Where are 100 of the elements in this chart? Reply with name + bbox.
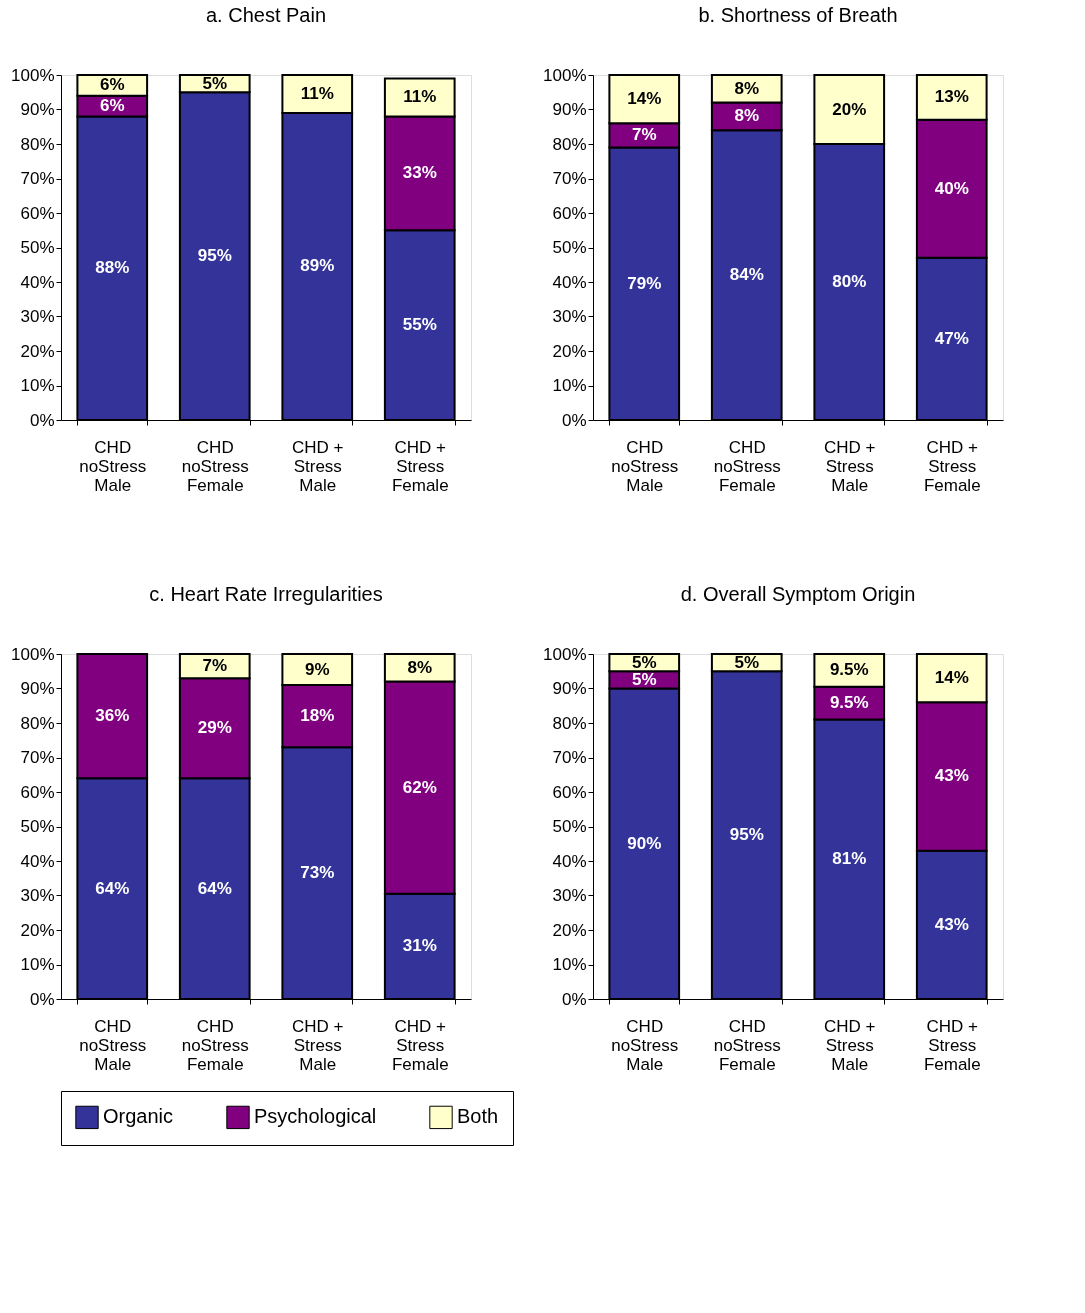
y-tick-label: 100% <box>543 65 587 85</box>
y-tick-label: 80% <box>20 713 55 733</box>
y-tick-label: 20% <box>20 920 55 940</box>
y-tick-label: 90% <box>20 679 55 698</box>
data-label: 95% <box>197 246 232 266</box>
y-tick-label: 40% <box>552 272 587 292</box>
data-label: 84% <box>729 265 764 285</box>
x-tick-label: CHD + Stress Female <box>923 1016 981 1074</box>
data-label: 88% <box>95 258 130 278</box>
y-tick-label: 80% <box>552 713 587 733</box>
data-label: 90% <box>627 833 662 853</box>
chart-title: c. Heart Rate Irregularities <box>149 583 383 605</box>
x-tick-label: CHD noStress Female <box>713 1016 781 1074</box>
y-tick-label: 0% <box>561 410 587 430</box>
data-label: 62% <box>402 777 437 797</box>
data-label: 20% <box>832 99 867 119</box>
x-tick-label: CHD noStress Male <box>79 1016 147 1074</box>
data-label: 9.5% <box>829 660 869 680</box>
y-tick-label: 70% <box>552 748 587 767</box>
data-label: 81% <box>832 849 867 869</box>
x-tick-label: CHD noStress Male <box>611 437 679 495</box>
y-tick-label: 100% <box>11 65 55 85</box>
data-label: 40% <box>934 178 969 198</box>
x-tick-label: CHD + Stress Female <box>923 437 981 495</box>
chart-title: d. Overall Symptom Origin <box>680 583 916 605</box>
y-tick-label: 50% <box>552 238 587 257</box>
x-tick-label: CHD + Stress Male <box>824 1016 876 1074</box>
data-label: 6% <box>99 96 125 116</box>
x-tick-label: CHD noStress Female <box>181 437 249 495</box>
legend-label: Both <box>457 1105 499 1128</box>
y-tick-label: 80% <box>20 134 55 154</box>
legend-label: Organic <box>103 1105 174 1128</box>
data-label: 5% <box>631 652 657 672</box>
data-label: 11% <box>403 87 437 107</box>
data-label: 9.5% <box>829 693 869 713</box>
y-tick-label: 30% <box>20 886 55 905</box>
x-tick-label: CHD noStress Male <box>611 1016 679 1074</box>
data-label: 80% <box>832 272 867 291</box>
y-tick-label: 100% <box>543 644 587 664</box>
y-tick-label: 20% <box>20 341 55 361</box>
y-tick-label: 60% <box>552 782 587 802</box>
data-label: 6% <box>99 75 125 95</box>
y-tick-label: 70% <box>552 169 587 188</box>
data-label: 5% <box>631 669 657 689</box>
data-label: 47% <box>934 328 969 348</box>
data-label: 89% <box>300 256 335 276</box>
data-label: 14% <box>934 668 969 688</box>
data-label: 8% <box>734 106 760 126</box>
y-tick-label: 90% <box>20 100 55 119</box>
data-label: 8% <box>734 78 760 98</box>
y-tick-label: 70% <box>20 169 55 188</box>
data-label: 43% <box>934 914 969 934</box>
y-tick-label: 30% <box>20 307 55 326</box>
x-tick-label: CHD noStress Female <box>713 437 781 495</box>
y-tick-label: 90% <box>552 100 587 119</box>
x-tick-label: CHD noStress Male <box>79 437 147 495</box>
data-label: 11% <box>300 83 334 103</box>
data-label: 29% <box>197 718 232 738</box>
data-label: 8% <box>407 657 433 677</box>
data-label: 79% <box>627 273 662 293</box>
x-tick-label: CHD + Stress Male <box>292 437 344 495</box>
y-tick-label: 30% <box>552 886 587 905</box>
data-label: 13% <box>934 87 969 107</box>
data-label: 18% <box>300 706 335 726</box>
y-tick-label: 0% <box>561 989 587 1009</box>
data-label: 5% <box>202 73 228 93</box>
y-tick-label: 10% <box>552 955 587 974</box>
x-tick-label: CHD + Stress Male <box>824 437 876 495</box>
y-tick-label: 60% <box>552 203 587 223</box>
x-tick-label: CHD noStress Female <box>181 1016 249 1074</box>
y-tick-label: 10% <box>552 376 587 395</box>
y-tick-label: 100% <box>11 644 55 664</box>
data-label: 73% <box>300 863 335 883</box>
x-tick-label: CHD + Stress Male <box>292 1016 344 1074</box>
legend-label: Psychological <box>254 1105 377 1128</box>
data-label: 7% <box>202 656 228 676</box>
y-tick-label: 80% <box>552 134 587 154</box>
data-label: 7% <box>631 125 657 145</box>
chart-title: a. Chest Pain <box>205 4 327 26</box>
data-label: 9% <box>304 659 330 679</box>
y-tick-label: 40% <box>552 851 587 871</box>
y-tick-label: 10% <box>20 955 55 974</box>
data-label: 36% <box>95 706 130 726</box>
data-label: 64% <box>197 878 232 898</box>
x-tick-label: CHD + Stress Female <box>391 437 449 495</box>
data-label: 14% <box>627 89 662 109</box>
y-tick-label: 60% <box>20 782 55 802</box>
data-label: 55% <box>402 315 437 335</box>
data-label: 33% <box>402 163 437 183</box>
y-tick-label: 30% <box>552 307 587 326</box>
y-tick-label: 0% <box>29 989 55 1009</box>
y-tick-label: 90% <box>552 679 587 698</box>
y-tick-label: 40% <box>20 272 55 292</box>
data-label: 64% <box>95 878 130 898</box>
data-label: 5% <box>734 652 760 672</box>
y-tick-label: 60% <box>20 203 55 223</box>
data-label: 31% <box>402 936 437 956</box>
y-tick-label: 70% <box>20 748 55 767</box>
y-tick-label: 20% <box>552 920 587 940</box>
y-tick-label: 50% <box>20 817 55 836</box>
